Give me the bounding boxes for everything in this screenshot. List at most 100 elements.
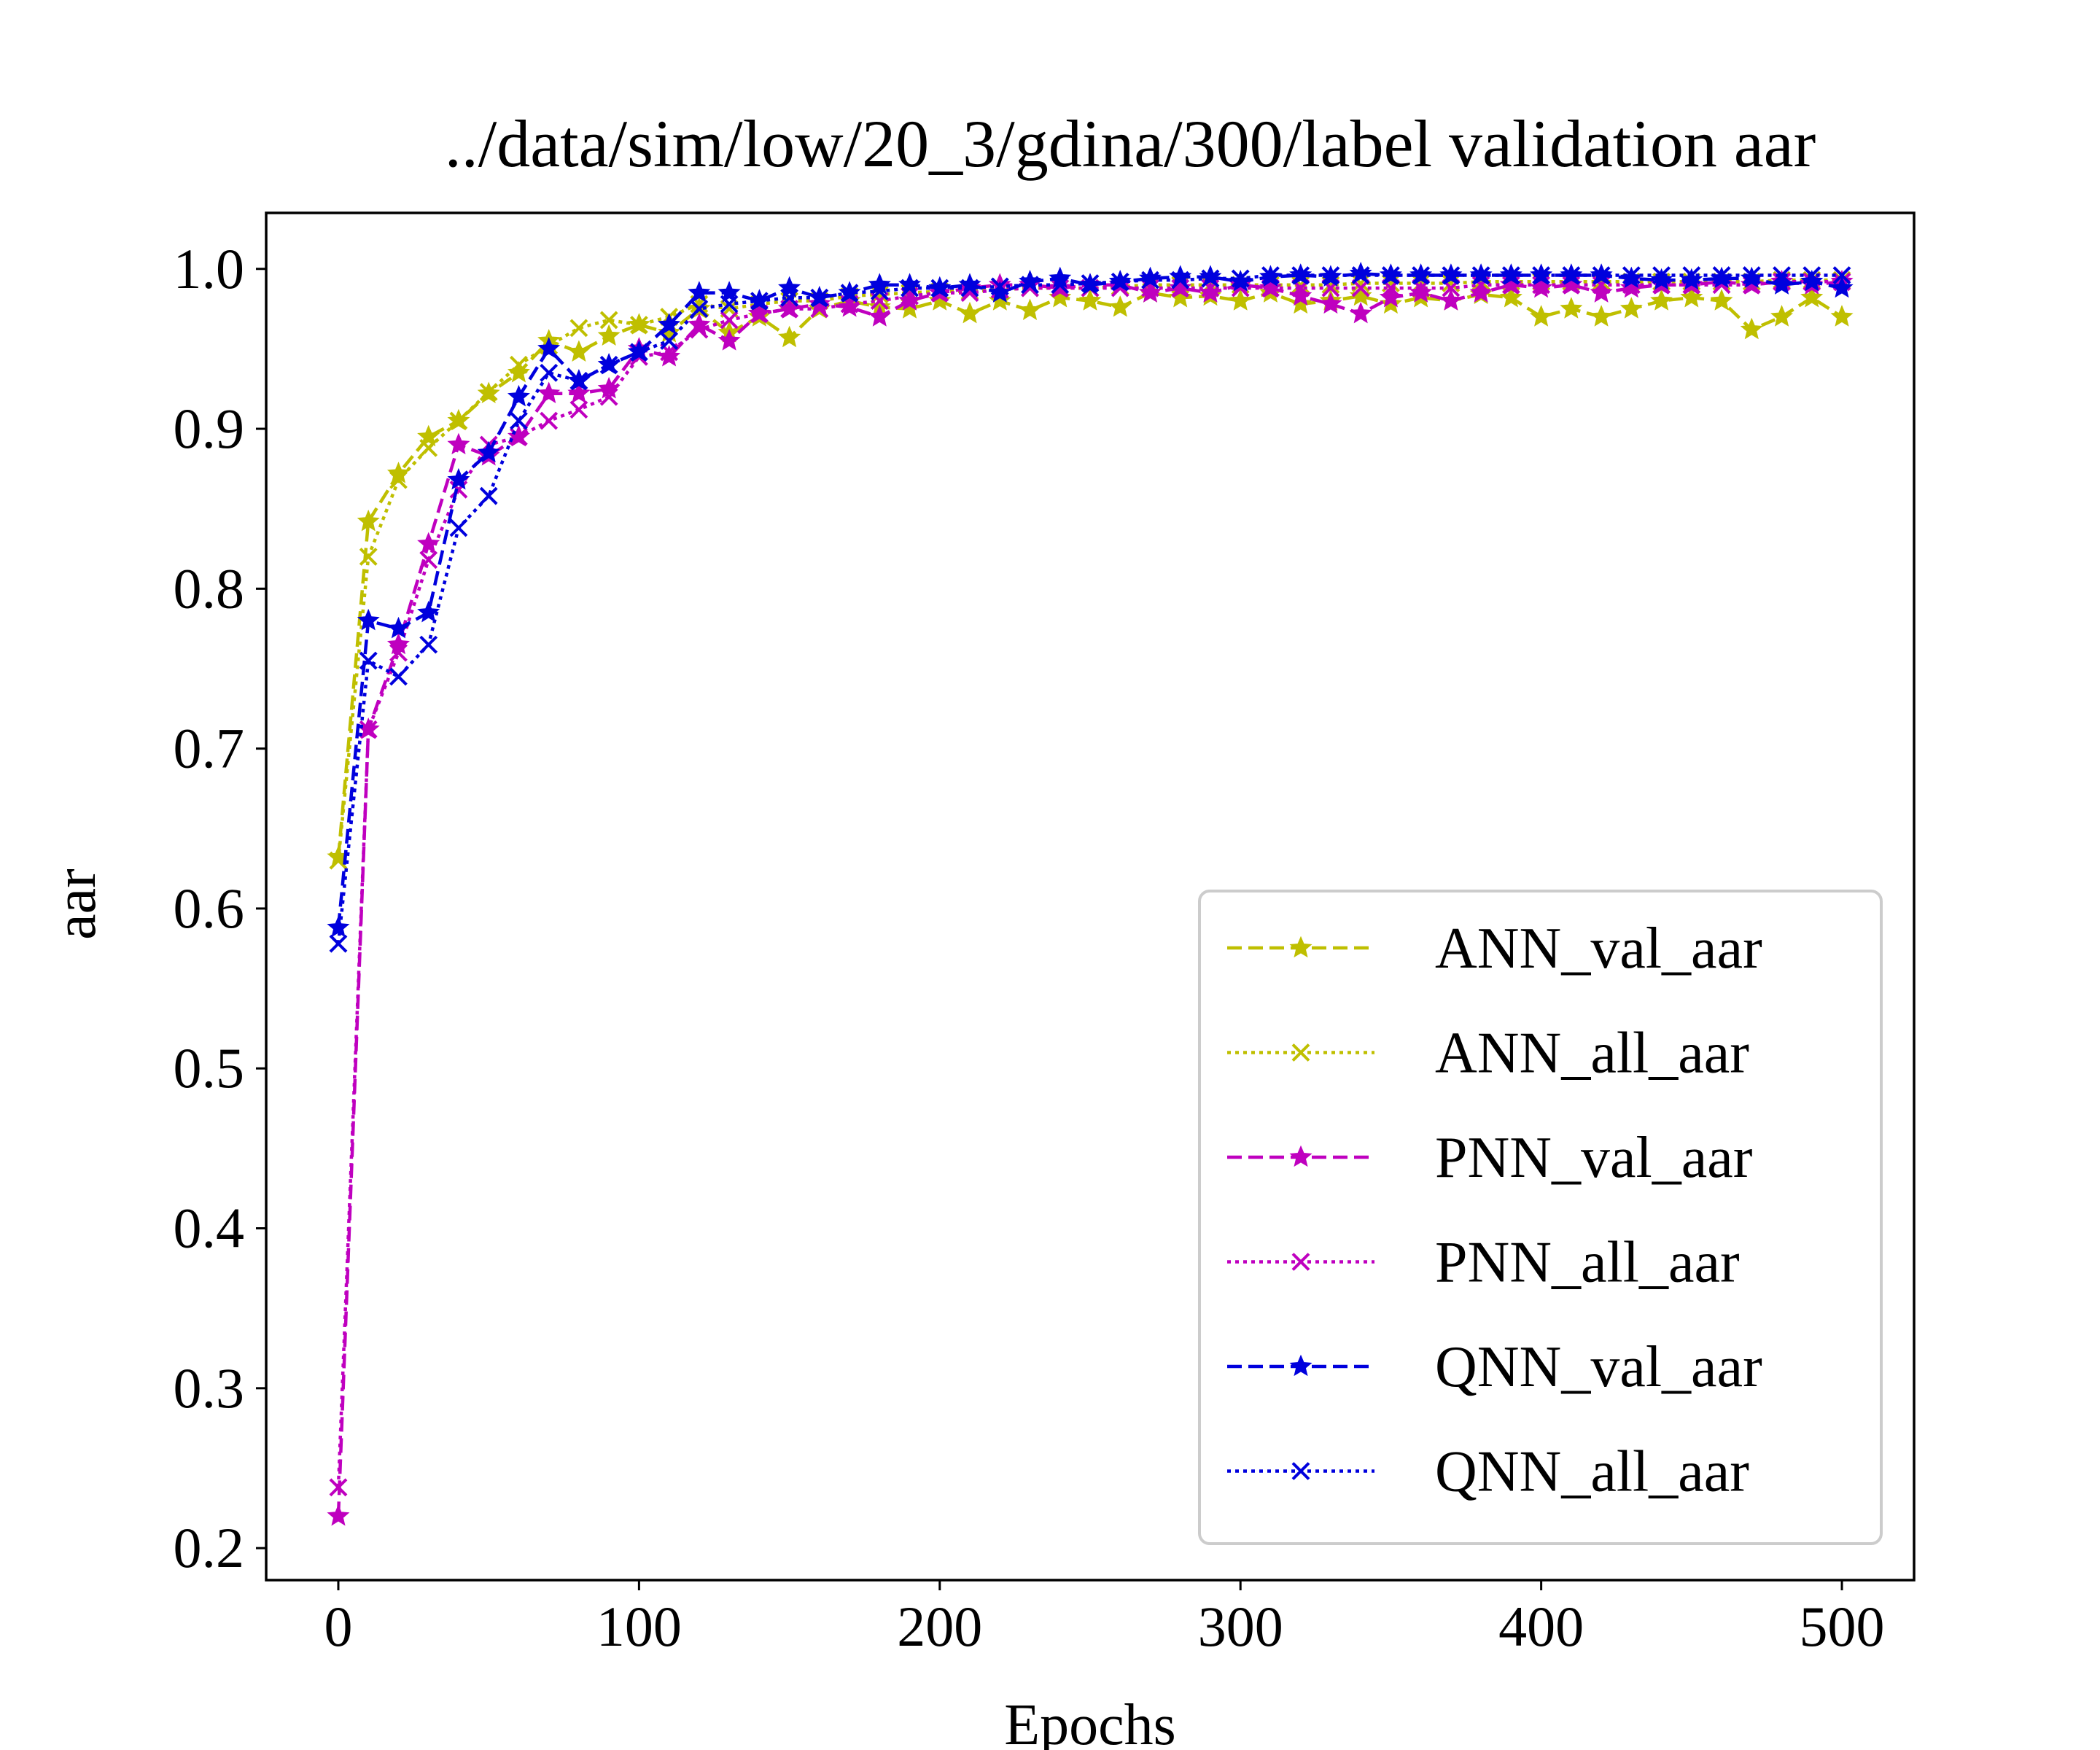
y-tick-label: 0.7 [174,717,245,780]
data-point [507,360,530,383]
data-point [988,281,1011,303]
legend-label: PNN_all_aar [1435,1231,1740,1295]
data-point [1592,266,1611,284]
data-point [868,305,891,327]
data-point [1682,266,1701,284]
data-point [1619,297,1643,319]
data-point [1590,305,1613,327]
y-axis-label: aar [44,868,108,940]
data-point [1650,289,1673,311]
data-point [507,384,530,407]
data-point [1773,266,1791,284]
data-point [1469,281,1493,303]
chart-title: ../data/sim/low/20_3/gdina/300/label val… [445,106,1816,181]
data-point [449,411,468,430]
data-point [359,651,378,670]
data-point [1201,269,1220,288]
data-point [477,440,500,463]
data-point [1832,266,1851,284]
legend-label: ANN_all_aar [1435,1022,1749,1086]
legend-marker [1289,1354,1312,1377]
data-point [1562,266,1581,284]
data-point [930,279,949,298]
data-point [1412,266,1431,284]
data-point [750,292,769,311]
data-point [690,300,709,318]
data-point [780,288,799,307]
x-tick-label: 400 [1498,1595,1584,1658]
data-point [329,1478,348,1497]
data-point [599,311,618,330]
data-point [1830,276,1854,298]
legend-label: QNN_val_aar [1435,1335,1762,1399]
data-point [1319,292,1342,314]
data-point [840,284,859,303]
data-point [329,934,348,953]
data-point [1351,279,1370,298]
data-point [958,301,981,324]
data-point [357,509,380,532]
data-point [870,282,889,300]
data-point [960,279,979,298]
data-point [1111,272,1129,291]
legend-marker [1291,1462,1310,1480]
data-point [629,343,648,362]
data-point [389,643,408,662]
data-point [1381,266,1400,284]
series-line [336,278,1842,861]
data-point [720,311,739,330]
data-point [690,320,709,339]
data-point [537,337,561,359]
data-point [1081,274,1100,292]
data-point [569,319,588,338]
data-point [1351,266,1370,284]
data-point [419,438,438,457]
data-point [327,1504,350,1526]
data-point [1199,265,1222,287]
data-point [567,381,591,403]
data-point [1530,305,1553,327]
data-point [1171,271,1190,289]
data-point [660,332,679,350]
data-point [599,355,618,374]
data-point [537,381,561,403]
x-tick-label: 200 [897,1595,982,1658]
legend-box [1198,890,1883,1545]
data-point [1680,268,1703,290]
data-point [1051,276,1070,295]
data-point [658,313,681,335]
data-point [1802,266,1821,284]
data-point [479,383,498,402]
data-point [1261,266,1280,284]
data-point [1021,276,1039,295]
legend-label: ANN_val_aar [1435,917,1762,981]
data-point [1740,317,1763,340]
legend-marker [1289,1145,1312,1167]
data-point [357,608,380,631]
x-tick-label: 100 [596,1595,682,1658]
data-point [990,277,1009,296]
data-point [1710,289,1733,311]
data-point [386,616,410,639]
data-point [567,340,591,362]
data-point [658,345,681,367]
data-point [1590,281,1613,303]
data-point [447,467,470,490]
data-point [1800,269,1824,292]
data-point [1770,305,1794,327]
x-tick-label: 0 [324,1595,352,1658]
x-axis-label: Epochs [1004,1693,1176,1750]
data-point [449,518,468,537]
data-point [479,486,498,505]
data-point [1019,298,1042,320]
data-point [1652,266,1671,284]
data-point [1650,268,1673,290]
data-point [778,325,801,348]
legend-item: ANN_all_aar [1227,1022,1749,1086]
x-axis: 0 100 200 300 400 500 [324,1580,1885,1658]
data-point [389,470,408,489]
data-point [898,289,922,311]
data-point [720,295,739,314]
data-point [540,363,559,382]
